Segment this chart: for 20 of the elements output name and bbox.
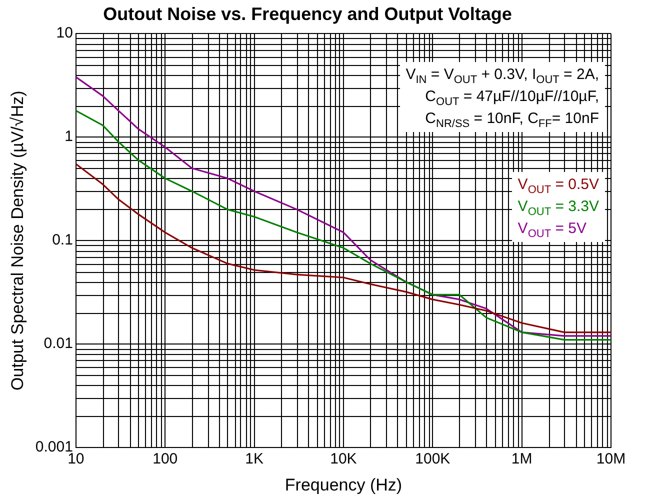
y-tick-label: 1 (64, 128, 73, 146)
y-tick-label: 0.01 (44, 335, 73, 352)
text: V$_{OUT}$ = 5V (518, 219, 588, 240)
x-tick-label: 10 (68, 450, 84, 468)
annotation: C$_{NR/SS}$ = 10nF, C$_{FF}$= 10nF (424, 109, 599, 130)
x-tick-label: 1K (245, 450, 264, 468)
text: V$_{OUT}$ = 0.5V (518, 175, 599, 196)
x-tick-label: 100K (415, 450, 450, 468)
annotation: V$_{IN}$ = V$_{OUT}$ + 0.3V, I$_{OUT}$ = 2A, (406, 65, 599, 86)
annotation: C$_{OUT}$ = 47µF//10µF//10µF, (424, 87, 599, 108)
y-axis-title: Output Spectral Noise Density (µV/√Hz) (8, 90, 27, 390)
x-axis-title: Frequency (Hz) (284, 475, 402, 494)
y-tick-label: 0.1 (52, 232, 73, 249)
chart-title: Outout Noise vs. Frequency and Output Voltage (103, 4, 512, 24)
x-tick-label: 1M (511, 450, 532, 468)
text: V$_{OUT}$ = 3.3V (518, 197, 599, 218)
x-tick-label: 100 (152, 450, 178, 468)
x-tick-label: 10M (596, 450, 626, 468)
y-tick-label: 10 (56, 24, 73, 42)
x-tick-label: 10K (330, 450, 357, 468)
